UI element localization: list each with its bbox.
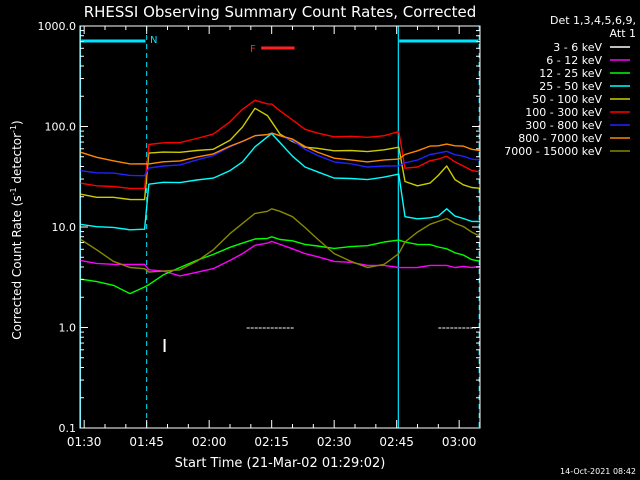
y-axis-label-part-3: ) (10, 120, 24, 125)
y-axis-label-sup-1: -1 (9, 187, 18, 195)
x-tick-label: 01:30 (67, 435, 102, 449)
legend-label-6: 300 - 800 keV (525, 119, 602, 132)
series-line-3 (79, 132, 481, 231)
y-axis-label: Corrected Count Rate (s-1 detector-1) (9, 120, 24, 339)
plot-area: N F 1000.0 100.0 10.0 1.0 0.101:30 01:45 02:00 02… (38, 20, 481, 449)
legend-label-7: 800 - 7000 keV (518, 132, 602, 145)
series-line-5 (79, 99, 481, 190)
x-tick-label: 02:30 (317, 435, 352, 449)
y-tick-label: 1.0 (59, 322, 77, 335)
y-tick-label: 100.0 (45, 121, 77, 134)
y-axis-label-part-2: detector (10, 133, 24, 188)
legend-label-4: 50 - 100 keV (532, 93, 602, 106)
series-line-4 (79, 107, 481, 201)
series-line-6 (79, 132, 481, 177)
x-axis-label: Start Time (21-Mar-02 01:29:02) (175, 456, 386, 471)
legend-label-2: 12 - 25 keV (539, 67, 602, 80)
x-tick-label: 03:00 (442, 435, 477, 449)
y-axis-label-sup-2: -1 (9, 125, 18, 133)
chart-title: RHESSI Observing Summary Count Rates, Co… (84, 3, 477, 21)
x-tick-label: 01:45 (129, 435, 164, 449)
legend-label-3: 25 - 50 keV (539, 80, 602, 93)
series-line-7 (79, 132, 481, 165)
y-tick-label: 1000.0 (38, 20, 77, 33)
legend-label-5: 100 - 300 keV (525, 106, 602, 119)
legend-header-line-2: Att 1 (610, 27, 636, 40)
legend-label-1: 6 - 12 keV (546, 54, 602, 67)
y-tick-label: 10.0 (52, 221, 77, 234)
x-tick-label: 02:15 (254, 435, 289, 449)
x-tick-label: 02:45 (379, 435, 414, 449)
y-axis-label-part-1: Corrected Count Rate (s (10, 195, 24, 339)
series-line-1 (79, 240, 481, 277)
series-line-8 (79, 208, 481, 273)
y-tick-label: 0.1 (59, 422, 77, 435)
x-tick-label: 02:00 (192, 435, 227, 449)
legend-label-0: 3 - 6 keV (553, 41, 602, 54)
legend-label-8: 7000 - 15000 keV (504, 145, 602, 158)
night-flag-label: N (150, 35, 157, 46)
series-line-2 (79, 236, 481, 295)
flare-flag-label: F (250, 44, 256, 55)
legend-header-line-1: Det 1,3,4,5,6,9, (550, 14, 636, 27)
generation-timestamp: 14-Oct-2021 08:42 (560, 467, 636, 476)
